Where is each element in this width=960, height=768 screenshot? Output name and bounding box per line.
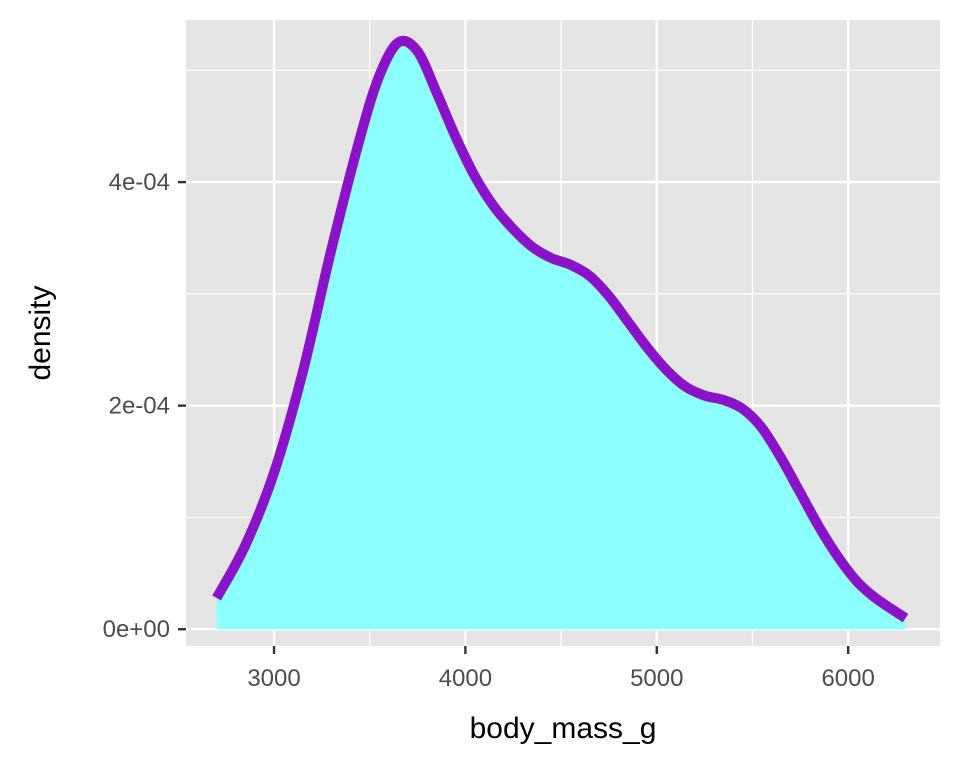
x-tick-label: 4000: [439, 665, 492, 692]
y-tick-label: 2e-04: [109, 393, 170, 420]
density-area-fill: [216, 40, 906, 630]
x-tick-label: 3000: [247, 665, 300, 692]
y-tick-label: 4e-04: [109, 169, 170, 196]
x-tick-label: 5000: [630, 665, 683, 692]
y-tick-label: 0e+00: [103, 616, 170, 643]
y-axis: 0e+00 2e-04 4e-04: [103, 169, 186, 643]
x-axis: 3000 4000 5000 6000: [247, 646, 875, 692]
x-axis-title: body_mass_g: [470, 712, 657, 745]
density-curve-line: [212, 35, 909, 623]
y-axis-title: density: [24, 285, 57, 380]
x-tick-label: 6000: [821, 665, 874, 692]
